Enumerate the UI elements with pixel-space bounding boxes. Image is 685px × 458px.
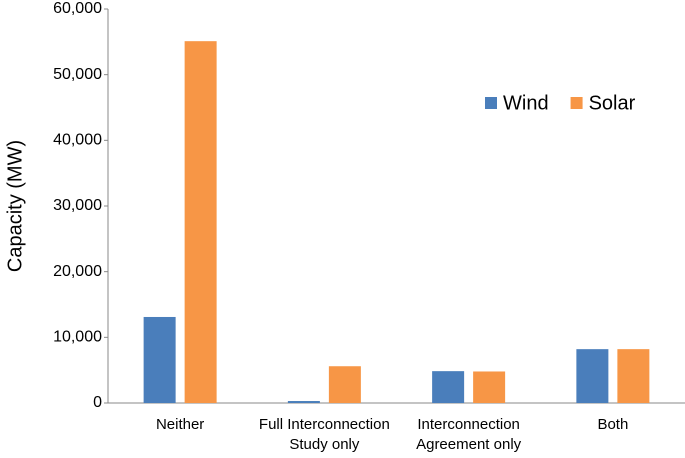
x-tick-label: Both xyxy=(597,416,629,433)
x-tick-label: Interconnection Agreement only xyxy=(416,416,522,453)
bar xyxy=(617,349,650,403)
y-tick-label: 0 xyxy=(93,394,102,411)
x-tick-label: Full Interconnection Study only xyxy=(258,416,390,453)
bar xyxy=(432,371,465,403)
legend-swatch xyxy=(485,97,497,109)
y-tick-label: 40,000 xyxy=(53,132,102,149)
y-tick-label: 20,000 xyxy=(53,263,102,280)
y-axis-label: Capacity (MW) xyxy=(4,140,26,272)
y-tick-label: 50,000 xyxy=(53,66,102,83)
bar xyxy=(473,371,506,403)
legend-label: Solar xyxy=(589,92,636,114)
bar xyxy=(184,41,217,403)
legend-label: Wind xyxy=(503,92,549,114)
bar xyxy=(328,366,361,403)
legend-swatch xyxy=(570,97,583,109)
bar xyxy=(576,349,609,403)
y-tick-label: 10,000 xyxy=(53,329,102,346)
bar xyxy=(143,316,176,403)
bar xyxy=(287,401,320,403)
y-tick-label: 60,000 xyxy=(53,0,102,17)
y-tick-label: 30,000 xyxy=(53,197,102,214)
x-tick-label: Neither xyxy=(155,416,205,433)
